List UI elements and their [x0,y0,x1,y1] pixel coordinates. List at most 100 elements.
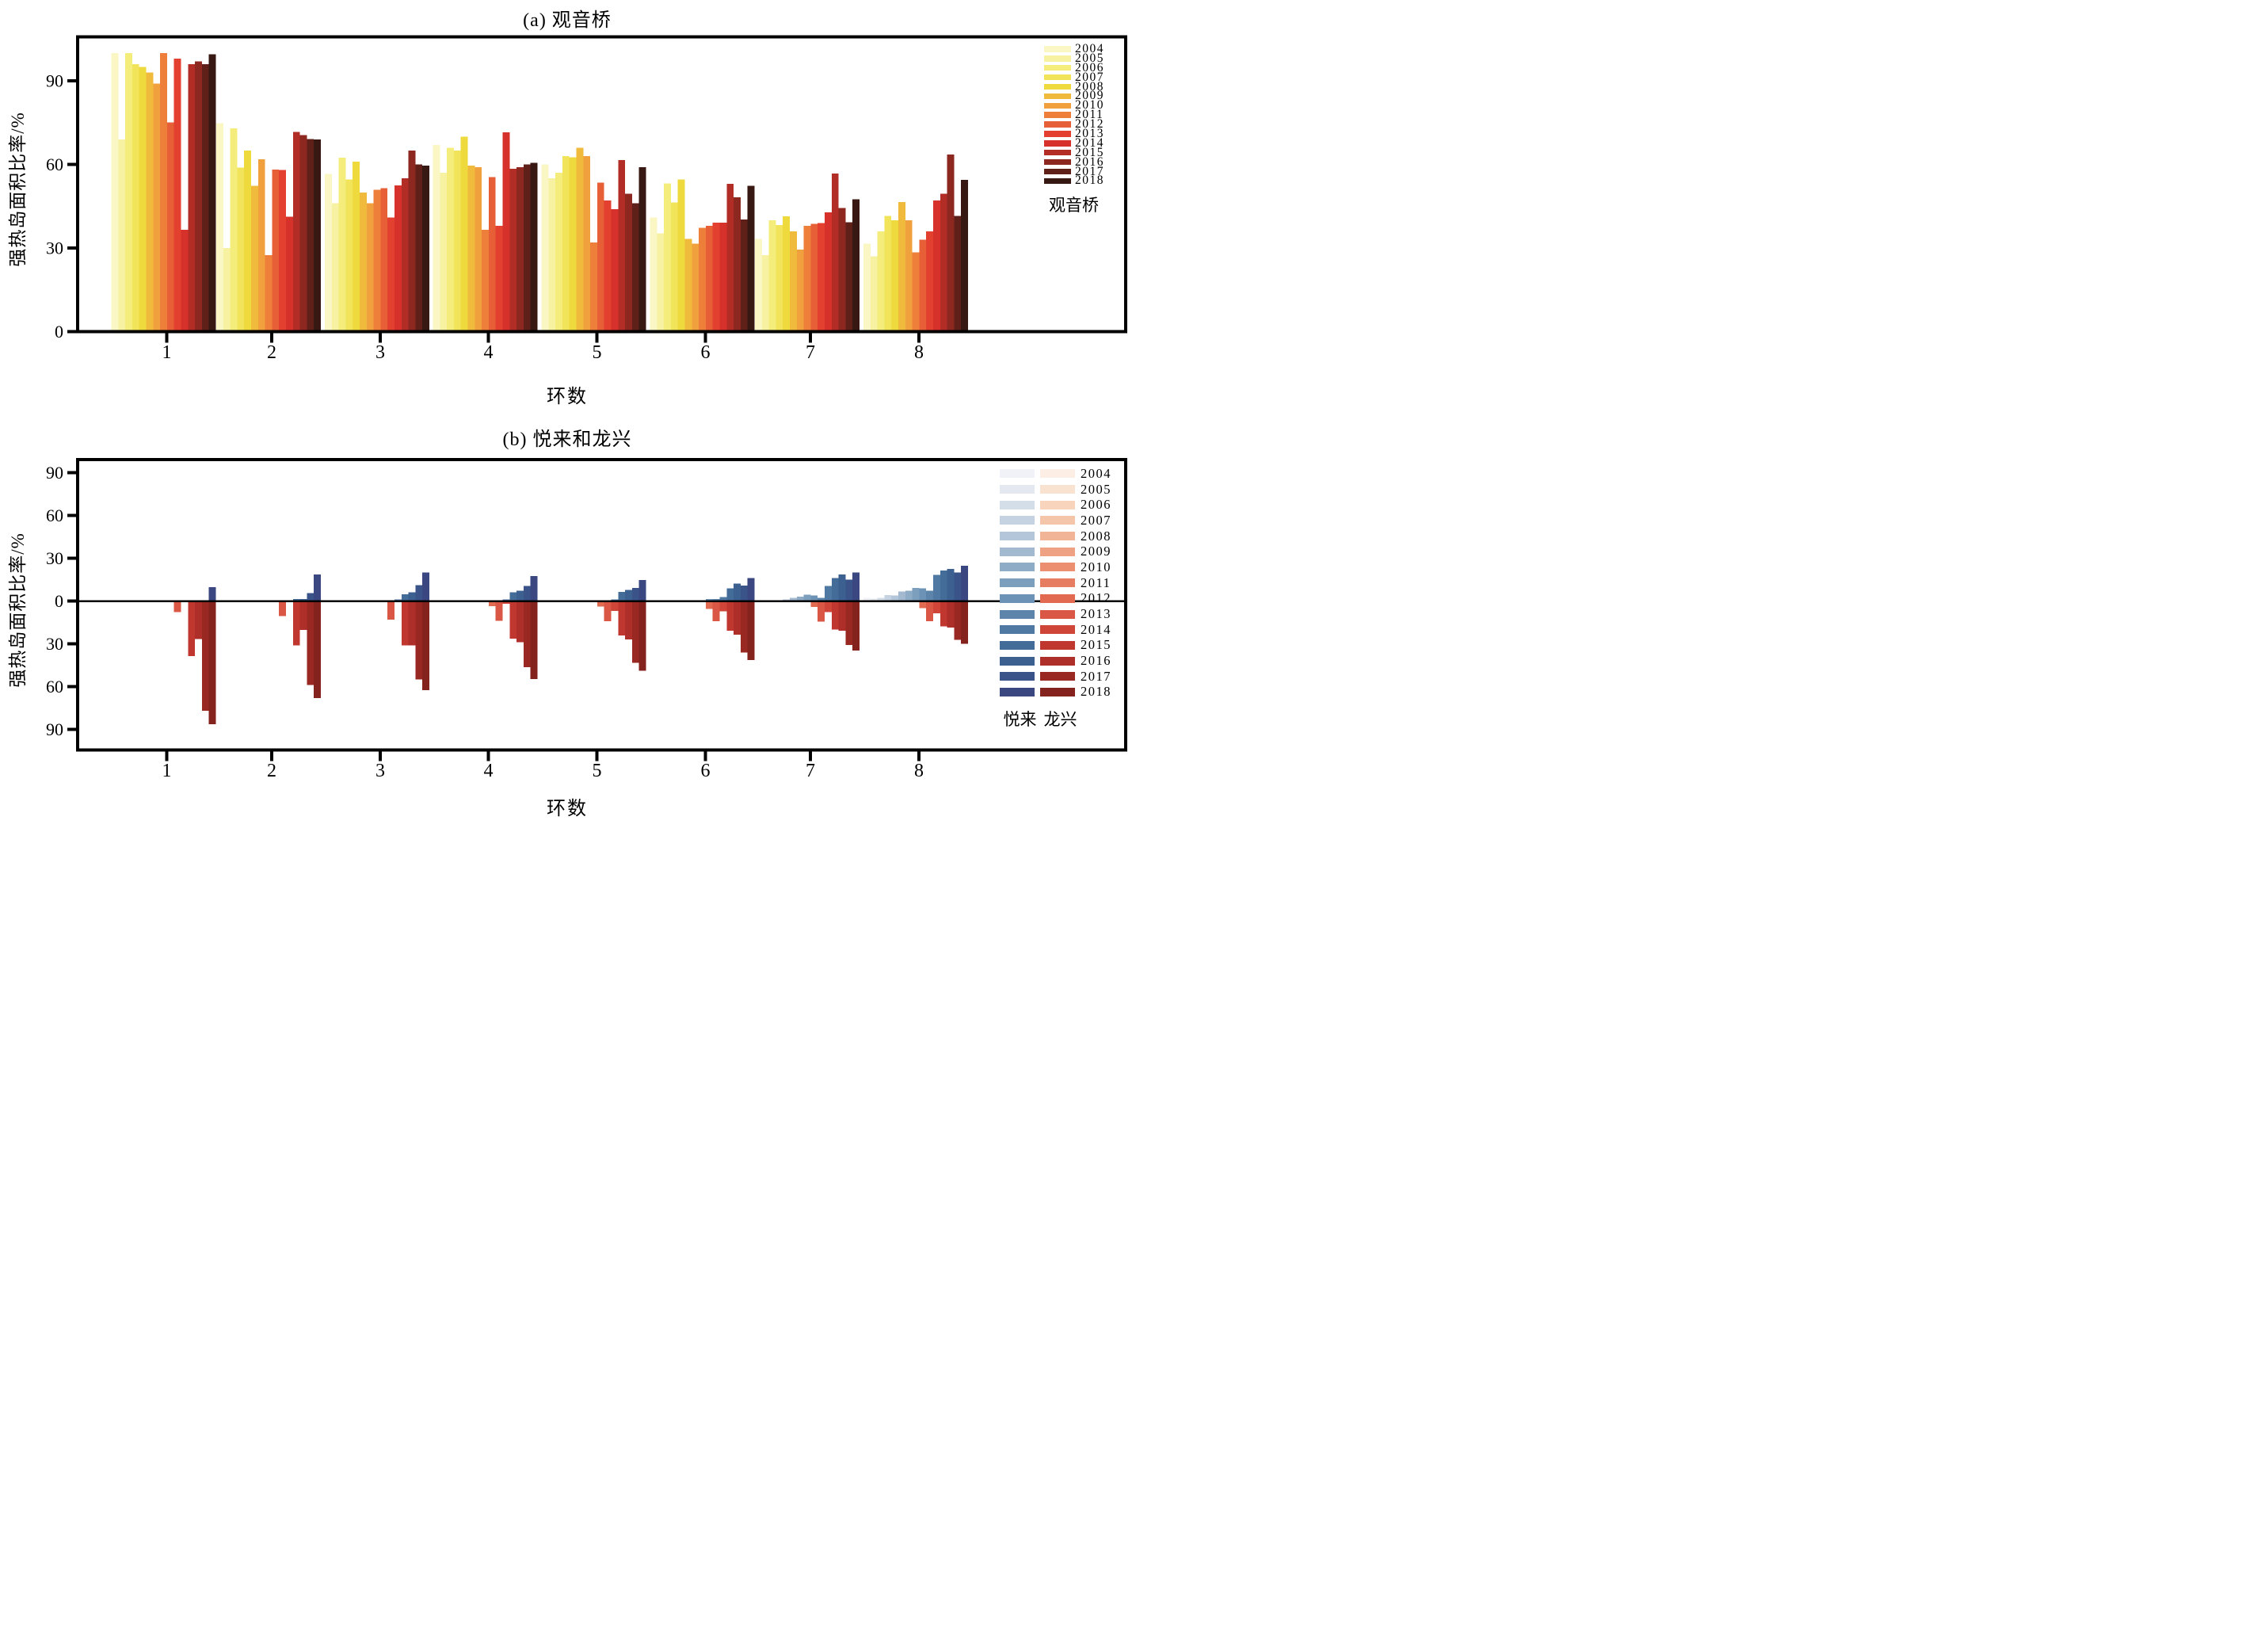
legend-swatch-longxing [1040,593,1075,603]
bar-longxing [195,601,202,639]
bar-guanyinqiao [366,203,374,332]
legend-row: 2005 [1044,52,1104,64]
bar-longxing [961,601,968,644]
legend-row: 2009 [1000,544,1111,559]
bar-longxing [825,601,832,613]
legend-swatch [1044,140,1071,147]
bar-yuelai [884,594,892,601]
legend-year-label: 2008 [1081,528,1111,544]
bar-yuelai [422,572,429,601]
bar-guanyinqiao [852,199,860,332]
bar-guanyinqiao [325,174,332,332]
bar-guanyinqiao [495,225,503,332]
bar-guanyinqiao [961,179,968,332]
x-tick-label: 4 [484,761,494,781]
bar-guanyinqiao [530,162,538,332]
bar-longxing [387,601,395,620]
legend-row: 2017 [1000,669,1111,685]
legend-row: 2010 [1000,559,1111,575]
legend-row: 2008 [1000,529,1111,544]
bar-yuelai [926,590,933,601]
bar-guanyinqiao [631,203,639,332]
legend-row: 2006 [1044,61,1104,74]
bar-yuelai [912,587,920,601]
legend-swatch-yuelai [1000,609,1035,619]
bar-guanyinqiao [132,63,139,332]
bar-longxing [523,601,531,668]
legend-swatch [1044,93,1071,100]
plot-frame [76,458,1127,752]
x-tick-label: 2 [267,761,276,781]
legend-swatch-yuelai [1000,640,1035,650]
bar-yuelai [796,596,804,601]
bar-guanyinqiao [139,67,147,332]
bar-yuelai [712,598,720,601]
bar-guanyinqiao [905,219,913,332]
bar-yuelai [734,583,741,601]
bar-guanyinqiao [790,231,797,332]
bar-longxing [488,601,496,607]
bar-yuelai [852,572,860,601]
legend-year-label: 2015 [1075,145,1104,159]
bar-yuelai [530,575,538,601]
bar-guanyinqiao [755,239,762,332]
bar-yuelai [719,597,727,601]
bar-longxing [631,601,639,663]
bar-guanyinqiao [555,173,562,332]
y-tick-label: 60 [46,677,63,696]
bar-guanyinqiao [146,72,154,332]
bar-guanyinqiao [314,139,321,332]
bar-guanyinqiao [818,223,825,332]
legend-swatch-longxing [1040,547,1075,556]
bar-yuelai [961,566,968,601]
x-tick-label: 3 [375,761,385,781]
bar-yuelai [705,598,713,601]
bar-guanyinqiao [502,132,510,332]
chart-a-title: (a) 观音桥 [523,10,612,31]
bar-yuelai [314,574,321,601]
bar-guanyinqiao [947,155,955,332]
legend-year-label: 2006 [1081,497,1111,513]
legend-year-label: 2011 [1075,108,1104,122]
legend-row: 2005 [1000,482,1111,498]
legend-row: 2017 [1044,165,1104,177]
bar-longxing [818,601,825,622]
x-tick-label: 5 [593,761,602,781]
legend-year-label: 2015 [1081,637,1111,653]
bar-guanyinqiao [576,147,584,332]
bar-guanyinqiao [831,174,839,332]
legend-swatch-yuelai [1000,672,1035,681]
bar-longxing [509,601,517,639]
bar-guanyinqiao [891,219,898,332]
bar-guanyinqiao [237,167,245,332]
bar-guanyinqiao [380,188,388,332]
bar-guanyinqiao [657,233,665,332]
bar-guanyinqiao [796,250,804,332]
chart-b-ylabel: 强热岛面积比率/% [8,532,28,688]
legend-year-label: 2010 [1075,98,1104,113]
legend-row: 2011 [1000,575,1111,591]
legend-row: 2012 [1044,118,1104,130]
bar-guanyinqiao [940,193,947,332]
x-tick-label: 7 [806,761,815,781]
legend-swatch [1044,74,1071,81]
legend-row: 2015 [1000,638,1111,654]
x-tick-label: 8 [914,761,924,781]
bar-guanyinqiao [870,256,878,332]
y-tick-label: 60 [46,155,63,174]
bar-guanyinqiao [166,122,174,332]
legend-swatch-yuelai [1000,656,1035,666]
bar-guanyinqiao [583,155,591,332]
bar-longxing [810,601,818,608]
legend-year-label: 2010 [1081,559,1111,574]
figure: 0 30 60 90 1 2 3 4 5 6 7 8 90 60 30 0 30 60 90 1 2 3 4 5 6 7 8 (a)… [0,0,1134,821]
bar-yuelai [299,598,307,601]
bar-guanyinqiao [516,166,524,332]
bar-longxing [740,601,748,653]
bar-longxing [314,601,321,698]
chart-b-legend-label-longxing: 龙兴 [1043,710,1077,730]
bar-guanyinqiao [408,150,416,332]
bar-guanyinqiao [705,226,713,332]
bar-longxing [831,601,839,630]
bar-guanyinqiao [877,231,885,332]
